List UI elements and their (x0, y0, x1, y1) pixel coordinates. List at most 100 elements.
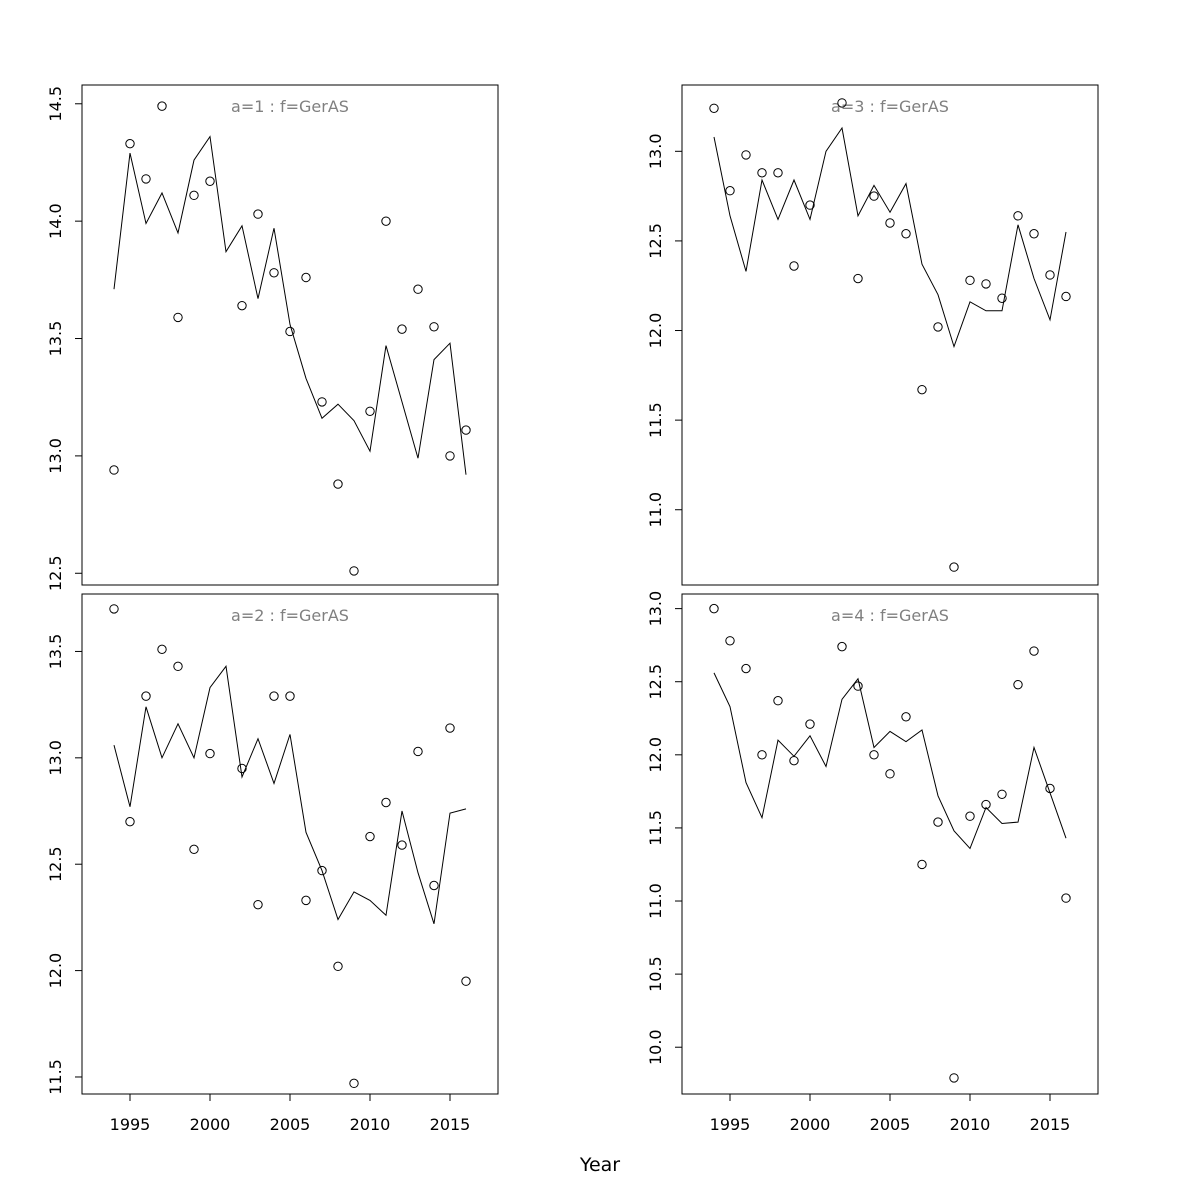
data-point (205, 748, 215, 759)
data-point (1045, 270, 1055, 280)
data-point (805, 200, 815, 210)
data-point (333, 479, 343, 489)
data-point (285, 326, 295, 337)
x-tick-label: 2010 (950, 1115, 991, 1134)
fitted-line (713, 126, 1067, 349)
data-point (805, 719, 815, 729)
panel-2: a=3 : f=GerAS 11.0 11.5 12.0 12.5 13.0 (646, 84, 1099, 586)
x-tick-label: 2000 (190, 1115, 231, 1134)
y-tick-label: 11.5 (646, 810, 665, 846)
panel-title: a=2 : f=GerAS (231, 606, 349, 625)
data-point (965, 811, 975, 821)
data-point (141, 691, 151, 701)
data-point (981, 279, 991, 289)
x-tick-label: 1995 (710, 1115, 751, 1134)
data-point (317, 865, 327, 876)
y-tick-label: 12.5 (646, 223, 665, 259)
data-point (445, 723, 455, 733)
data-point (173, 312, 183, 323)
plot-frame (81, 593, 499, 1095)
data-point (237, 300, 247, 311)
data-point (1029, 229, 1039, 239)
data-point (933, 322, 943, 332)
data-point (125, 816, 135, 827)
data-point (837, 641, 847, 652)
y-tick-label: 13.0 (46, 438, 65, 474)
y-tick-label: 12.5 (646, 664, 665, 700)
panel-4: a=4 : f=GerAS 10.0 10.5 11.0 11.5 12.0 12.5 13.… (646, 591, 1099, 1134)
data-point (157, 644, 167, 655)
data-point (741, 150, 751, 160)
data-point (885, 218, 895, 228)
data-point (869, 750, 879, 760)
x-tick-label: 2000 (790, 1115, 831, 1134)
y-tick-label: 14.5 (46, 86, 65, 122)
data-point (869, 191, 879, 201)
data-point (173, 661, 183, 672)
data-point (885, 769, 895, 779)
x-tick-label: 2010 (350, 1115, 391, 1134)
data-point (741, 663, 751, 674)
data-point (237, 763, 247, 774)
data-point (109, 465, 119, 475)
y-tick-label: 13.5 (46, 321, 65, 357)
data-point (837, 98, 847, 108)
data-point (253, 899, 263, 910)
data-point (269, 268, 279, 278)
data-point (125, 138, 135, 149)
data-point (949, 1073, 959, 1083)
y-tick-label: 12.5 (46, 846, 65, 882)
y-tick-label: 11.0 (646, 492, 665, 528)
data-point (773, 168, 783, 178)
data-point (997, 293, 1007, 303)
data-point (933, 817, 943, 827)
x-tick-label: 1995 (110, 1115, 151, 1134)
fitted-line (113, 665, 467, 924)
data-point (773, 696, 783, 706)
y-tick-label: 11.5 (46, 1059, 65, 1095)
data-point (189, 190, 199, 201)
data-point (301, 272, 311, 283)
data-point (461, 425, 471, 435)
data-point (853, 681, 863, 691)
y-tick-label: 13.0 (46, 740, 65, 776)
y-tick-label: 12.0 (646, 313, 665, 349)
data-point (997, 789, 1007, 799)
data-point (709, 603, 719, 614)
data-point (901, 229, 911, 239)
data-point (1061, 291, 1071, 302)
data-point (365, 406, 375, 416)
y-tick-label: 12.0 (646, 737, 665, 773)
panel-title: a=3 : f=GerAS (831, 97, 949, 116)
data-point (333, 961, 343, 972)
y-tick-label: 10.5 (646, 956, 665, 992)
y-tick-label: 14.0 (46, 203, 65, 239)
data-point (725, 636, 735, 646)
data-point (1013, 679, 1023, 690)
data-point (205, 176, 215, 186)
data-point (1061, 893, 1071, 903)
data-point (253, 209, 263, 219)
data-point (157, 101, 167, 111)
data-point (109, 604, 119, 614)
data-point (789, 755, 799, 766)
data-point (141, 174, 151, 184)
data-point (365, 831, 375, 842)
data-point (285, 691, 295, 701)
data-point (301, 895, 311, 906)
y-tick-label: 12.5 (46, 555, 65, 591)
data-point (917, 859, 927, 870)
panel-1: a=1 : f=GerAS 12.5 13.0 13.5 14.0 14.5 (46, 84, 499, 591)
panel-3: a=2 : f=GerAS 11.5 12.0 12.5 13.0 13.5 1995 200… (46, 593, 499, 1134)
data-point (917, 384, 927, 395)
data-point (397, 840, 407, 850)
data-point (757, 750, 767, 760)
data-point (757, 168, 767, 178)
y-tick-label: 13.0 (646, 133, 665, 169)
y-tick-label: 11.0 (646, 883, 665, 919)
data-point (901, 712, 911, 722)
data-point (445, 451, 455, 461)
x-tick-label: 2005 (270, 1115, 311, 1134)
plot-frame (681, 84, 1099, 586)
